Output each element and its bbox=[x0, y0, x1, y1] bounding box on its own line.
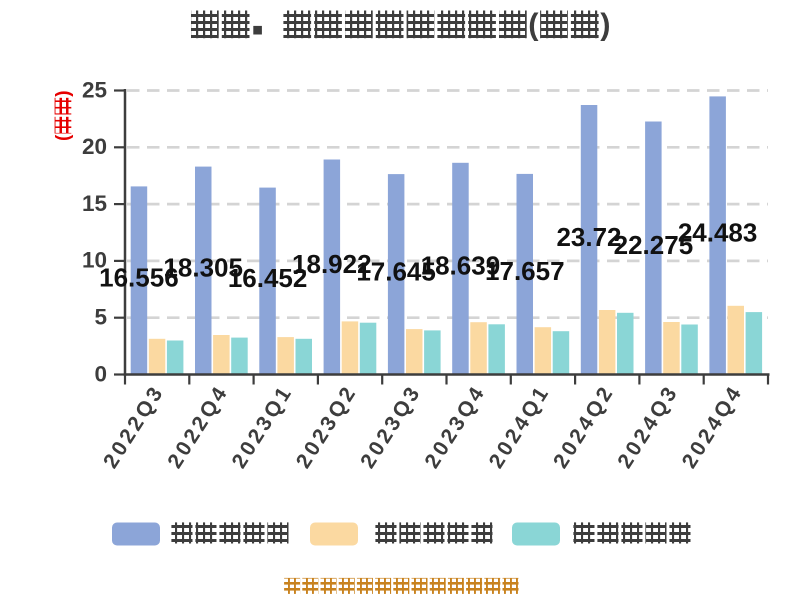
svg-text:17.645: 17.645 bbox=[356, 256, 436, 286]
svg-text:17.657: 17.657 bbox=[485, 256, 565, 286]
svg-text:16.556: 16.556 bbox=[99, 263, 179, 293]
svg-text:(: ( bbox=[53, 134, 74, 141]
svg-text:16.452: 16.452 bbox=[228, 263, 308, 293]
svg-text:): ) bbox=[600, 6, 610, 41]
svg-text:10: 10 bbox=[82, 248, 107, 273]
svg-text:23.72: 23.72 bbox=[556, 222, 621, 252]
svg-text:25: 25 bbox=[82, 77, 107, 102]
svg-text:(: ( bbox=[528, 6, 539, 41]
svg-text:18.305: 18.305 bbox=[163, 253, 243, 283]
svg-text:24.483: 24.483 bbox=[678, 217, 758, 247]
svg-text:20: 20 bbox=[82, 134, 107, 159]
svg-text:18.922: 18.922 bbox=[292, 249, 372, 279]
svg-text:22.275: 22.275 bbox=[614, 230, 694, 260]
svg-text:): ) bbox=[53, 90, 74, 96]
svg-text:18.639: 18.639 bbox=[421, 251, 501, 281]
svg-text:5: 5 bbox=[94, 305, 107, 330]
svg-text:0: 0 bbox=[94, 361, 107, 386]
svg-text:15: 15 bbox=[82, 191, 107, 216]
